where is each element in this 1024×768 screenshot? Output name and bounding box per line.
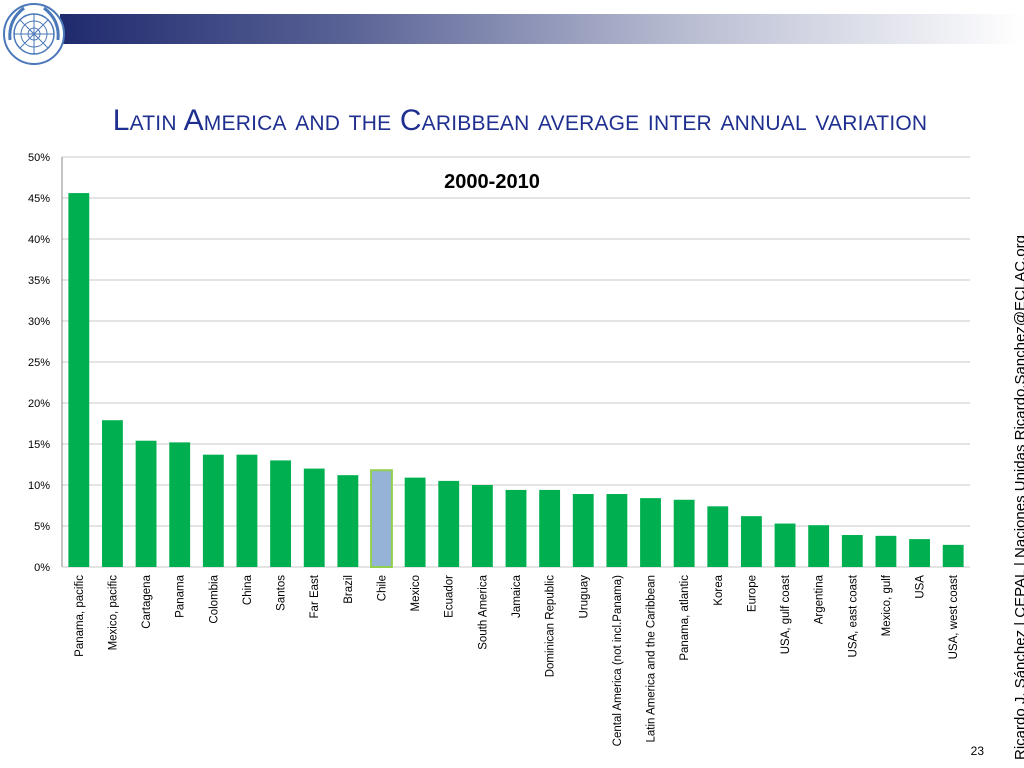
slide-title: Latin America and the Caribbean average … (112, 104, 928, 137)
bar-usa-east-coast (841, 535, 863, 567)
x-tick-label: Korea (713, 574, 725, 605)
bar-argentina (808, 525, 830, 567)
x-tick-label: Argentina (814, 574, 826, 624)
bar-usa-west-coast (942, 544, 964, 567)
x-tick-label: USA, gulf coast (780, 574, 792, 654)
y-tick-label: 35% (28, 275, 50, 287)
x-tick-label: Panama, atlantic (679, 575, 691, 661)
bar-colombia (202, 454, 224, 567)
bar-panama-pacific (68, 193, 90, 567)
bar-korea (707, 506, 729, 567)
bar-santos (270, 460, 292, 567)
y-tick-label: 0% (34, 562, 50, 574)
bar-jamaica (505, 489, 527, 567)
bar-far-east (303, 468, 325, 567)
x-tick-label: USA (915, 575, 927, 599)
bar-usa-gulf-coast (774, 523, 796, 567)
header-gradient-bar (60, 14, 1024, 44)
x-tick-label: Mexico (410, 575, 422, 611)
chart-title: 2000-2010 (444, 171, 540, 193)
y-tick-label: 20% (28, 398, 50, 410)
x-tick-label: USA, west coast (948, 574, 960, 659)
x-tick-label: Dominican Republic (545, 575, 557, 678)
bar-brazil (337, 475, 359, 567)
bar-cartagena (135, 440, 157, 567)
bar-usa (909, 539, 930, 567)
x-tick-label: Chile (376, 575, 388, 601)
x-tick-label: Brazil (343, 575, 355, 604)
x-tick-label: Cental America (not incl.Panama) (612, 575, 624, 746)
bar-mexico (404, 477, 426, 567)
x-tick-label: Far East (309, 574, 321, 618)
x-tick-label: Europe (746, 575, 758, 612)
bar-chile (370, 469, 393, 568)
x-tick-label: Panama (175, 574, 187, 617)
bar-china (236, 454, 258, 567)
bar-panama-atlantic (673, 499, 695, 567)
x-tick-label: Uruguay (578, 575, 590, 619)
page-number: 23 (970, 744, 984, 758)
bar-cental-america-not-incl-panama- (606, 494, 628, 567)
bar-mexico-pacific (102, 420, 123, 567)
x-tick-label: Ecuador (444, 575, 456, 618)
y-tick-label: 25% (28, 357, 50, 369)
x-tick-label: USA, east coast (847, 574, 859, 657)
author-credit: Ricardo J. Sánchez | CEPAL | Naciones Un… (1012, 235, 1024, 760)
un-emblem-icon (3, 3, 65, 65)
bar-panama (169, 442, 191, 567)
x-tick-label: Mexico, gulf (881, 574, 893, 636)
x-tick-label: China (242, 574, 254, 605)
x-tick-label: Latin America and the Caribbean (646, 575, 658, 743)
bar-latin-america-and-the-caribbean (640, 498, 661, 567)
x-tick-label: Jamaica (511, 574, 523, 617)
bar-mexico-gulf (875, 535, 897, 567)
x-tick-label: Santos (276, 575, 288, 611)
x-tick-label: South America (477, 574, 489, 649)
x-tick-label: Cartagena (141, 574, 153, 628)
x-tick-label: Panama, pacific (74, 575, 86, 657)
y-tick-label: 5% (34, 521, 50, 533)
y-tick-label: 30% (28, 316, 50, 328)
bar-europe (740, 516, 762, 567)
bar-uruguay (572, 494, 594, 567)
bar-ecuador (438, 480, 460, 567)
x-tick-label: Mexico, pacific (107, 575, 119, 651)
y-tick-label: 45% (28, 193, 50, 205)
x-tick-label: Colombia (208, 574, 220, 623)
y-tick-label: 50% (28, 152, 50, 164)
y-tick-label: 15% (28, 439, 50, 451)
y-tick-label: 40% (28, 234, 50, 246)
bar-south-america (471, 485, 493, 567)
y-tick-label: 10% (28, 480, 50, 492)
bar-dominican-republic (539, 489, 561, 567)
